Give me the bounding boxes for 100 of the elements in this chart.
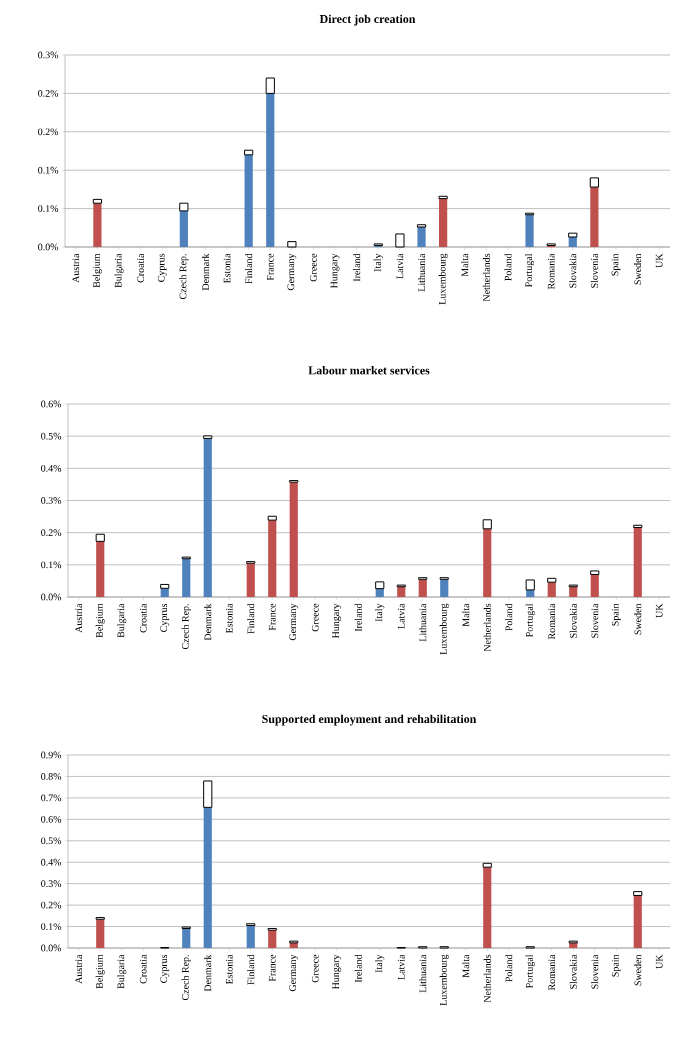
x-tick-label: Latvia bbox=[397, 954, 405, 980]
x-tick-label: Austria bbox=[75, 603, 83, 633]
x-tick-label: Slovenia bbox=[591, 954, 599, 989]
y-tick-label: 0.5% bbox=[41, 837, 62, 845]
x-tick-label: Lithuania bbox=[418, 253, 426, 292]
y-tick-label: 0.2% bbox=[38, 128, 59, 136]
x-tick-label: France bbox=[268, 954, 276, 982]
x-tick-label: Netherlands bbox=[483, 954, 491, 1003]
x-tick-label: France bbox=[268, 603, 276, 631]
y-tick-label: 0.0% bbox=[38, 243, 59, 251]
x-tick-label: Germany bbox=[289, 954, 299, 992]
x-tick-label: Greece bbox=[311, 954, 319, 983]
x-tick-label: Croatia bbox=[139, 603, 147, 633]
y-tick-label: 0.1% bbox=[41, 923, 62, 930]
x-tick-label: Finland bbox=[247, 954, 255, 985]
x-tick-label: Greece bbox=[310, 253, 317, 282]
y-tick-label: 0.3% bbox=[38, 51, 59, 59]
x-tick-label: Romania bbox=[548, 603, 556, 640]
x-tick-label: Luxembourg bbox=[439, 954, 449, 1006]
x-tick-label: Romania bbox=[547, 253, 555, 290]
x-tick-label: Latvia bbox=[396, 253, 404, 279]
x-tick-label: Spain bbox=[611, 603, 621, 626]
x-tick-label: Luxembourg bbox=[439, 603, 449, 655]
x-tick-label: Denmark bbox=[201, 253, 209, 291]
x-tick-label: Ireland bbox=[353, 253, 361, 282]
x-tick-label: Czech Rep. bbox=[179, 254, 189, 300]
y-tick-label: 0.6% bbox=[41, 815, 62, 823]
x-tick-label: UK bbox=[655, 253, 663, 268]
x-tick-label: Slovakia bbox=[569, 603, 577, 638]
x-tick-label: Cyprus bbox=[160, 954, 170, 983]
x-tick-label: Italy bbox=[375, 603, 385, 622]
x-tick-label: Austria bbox=[72, 253, 80, 283]
x-tick-label: Cyprus bbox=[157, 253, 167, 282]
x-tick-label: Slovakia bbox=[569, 954, 577, 989]
chart-title: Direct job creation bbox=[319, 14, 416, 26]
x-tick-label: Poland bbox=[505, 603, 513, 631]
y-tick-label: 0.8% bbox=[41, 773, 62, 780]
y-tick-label: 0.6% bbox=[41, 400, 62, 408]
x-tick-label: Belgium bbox=[95, 954, 105, 989]
x-tick-label: Poland bbox=[505, 954, 513, 982]
y-tick-label: 0.4% bbox=[41, 464, 62, 472]
x-tick-label: Netherlands bbox=[483, 603, 491, 652]
x-tick-label: Estonia bbox=[225, 603, 233, 634]
chart-title: Labour market services bbox=[308, 366, 430, 375]
x-tick-label: Portugal bbox=[525, 603, 535, 637]
x-tick-label: Finland bbox=[247, 603, 255, 634]
x-tick-label: Poland bbox=[504, 253, 512, 281]
x-tick-label: Croatia bbox=[139, 954, 147, 984]
x-tick-label: Romania bbox=[548, 954, 556, 991]
x-tick-label: Bulgaria bbox=[114, 253, 124, 288]
y-tick-label: 0.4% bbox=[41, 858, 62, 866]
x-tick-label: Italy bbox=[373, 253, 383, 272]
x-tick-label: Hungary bbox=[332, 603, 342, 639]
x-tick-label: Sweden bbox=[634, 954, 642, 986]
x-tick-label: Ireland bbox=[354, 603, 362, 632]
x-tick-label: Cyprus bbox=[160, 603, 170, 632]
x-tick-label: Malta bbox=[461, 253, 469, 277]
x-tick-label: Spain bbox=[611, 954, 621, 977]
x-tick-label: Lithuania bbox=[419, 954, 427, 993]
x-tick-label: UK bbox=[655, 954, 663, 969]
x-tick-label: UK bbox=[655, 603, 663, 618]
x-tick-label: Malta bbox=[462, 603, 470, 627]
x-tick-label: Slovakia bbox=[569, 253, 577, 288]
x-tick-label: Portugal bbox=[525, 253, 535, 287]
x-tick-label: Sweden bbox=[634, 253, 642, 285]
y-tick-label: 0.7% bbox=[41, 794, 62, 802]
chart-title: Supported employment and rehabilitation bbox=[262, 714, 477, 726]
x-tick-label: Spain bbox=[611, 253, 621, 276]
x-tick-label: Italy bbox=[375, 954, 385, 973]
x-tick-label: Austria bbox=[75, 954, 83, 984]
x-tick-label: Finland bbox=[245, 253, 253, 284]
x-tick-label: Hungary bbox=[330, 253, 340, 289]
x-tick-label: Sweden bbox=[634, 603, 642, 635]
x-tick-label: Belgium bbox=[95, 603, 105, 638]
y-tick-label: 0.0% bbox=[41, 944, 62, 952]
y-tick-label: 0.1% bbox=[41, 561, 62, 569]
y-tick-label: 0.3% bbox=[41, 880, 62, 888]
y-tick-label: 0.2% bbox=[41, 529, 62, 537]
x-tick-label: Croatia bbox=[137, 253, 144, 283]
x-tick-label: Slovenia bbox=[590, 253, 598, 288]
x-tick-label: Belgium bbox=[92, 253, 102, 288]
y-tick-label: 0.5% bbox=[41, 432, 62, 440]
x-tick-label: Estonia bbox=[225, 954, 233, 985]
x-tick-label: Bulgaria bbox=[117, 954, 127, 989]
x-tick-label: Germany bbox=[287, 253, 297, 291]
x-tick-label: Latvia bbox=[397, 603, 405, 629]
x-tick-label: Malta bbox=[462, 954, 470, 978]
y-tick-label: 0.2% bbox=[41, 901, 62, 909]
x-tick-label: Czech Rep. bbox=[181, 955, 191, 1001]
y-tick-label: 0.1% bbox=[38, 205, 59, 212]
x-tick-label: Greece bbox=[311, 603, 319, 632]
x-tick-label: Netherlands bbox=[482, 253, 490, 302]
x-tick-label: Denmark bbox=[204, 954, 212, 992]
x-tick-label: Portugal bbox=[525, 954, 535, 988]
x-tick-label: Hungary bbox=[332, 954, 342, 990]
y-tick-label: 0.9% bbox=[41, 751, 62, 759]
x-tick-label: Ireland bbox=[354, 954, 362, 983]
x-tick-label: Czech Rep. bbox=[181, 604, 191, 650]
x-tick-label: Bulgaria bbox=[117, 603, 127, 638]
x-tick-label: Slovenia bbox=[591, 603, 599, 638]
